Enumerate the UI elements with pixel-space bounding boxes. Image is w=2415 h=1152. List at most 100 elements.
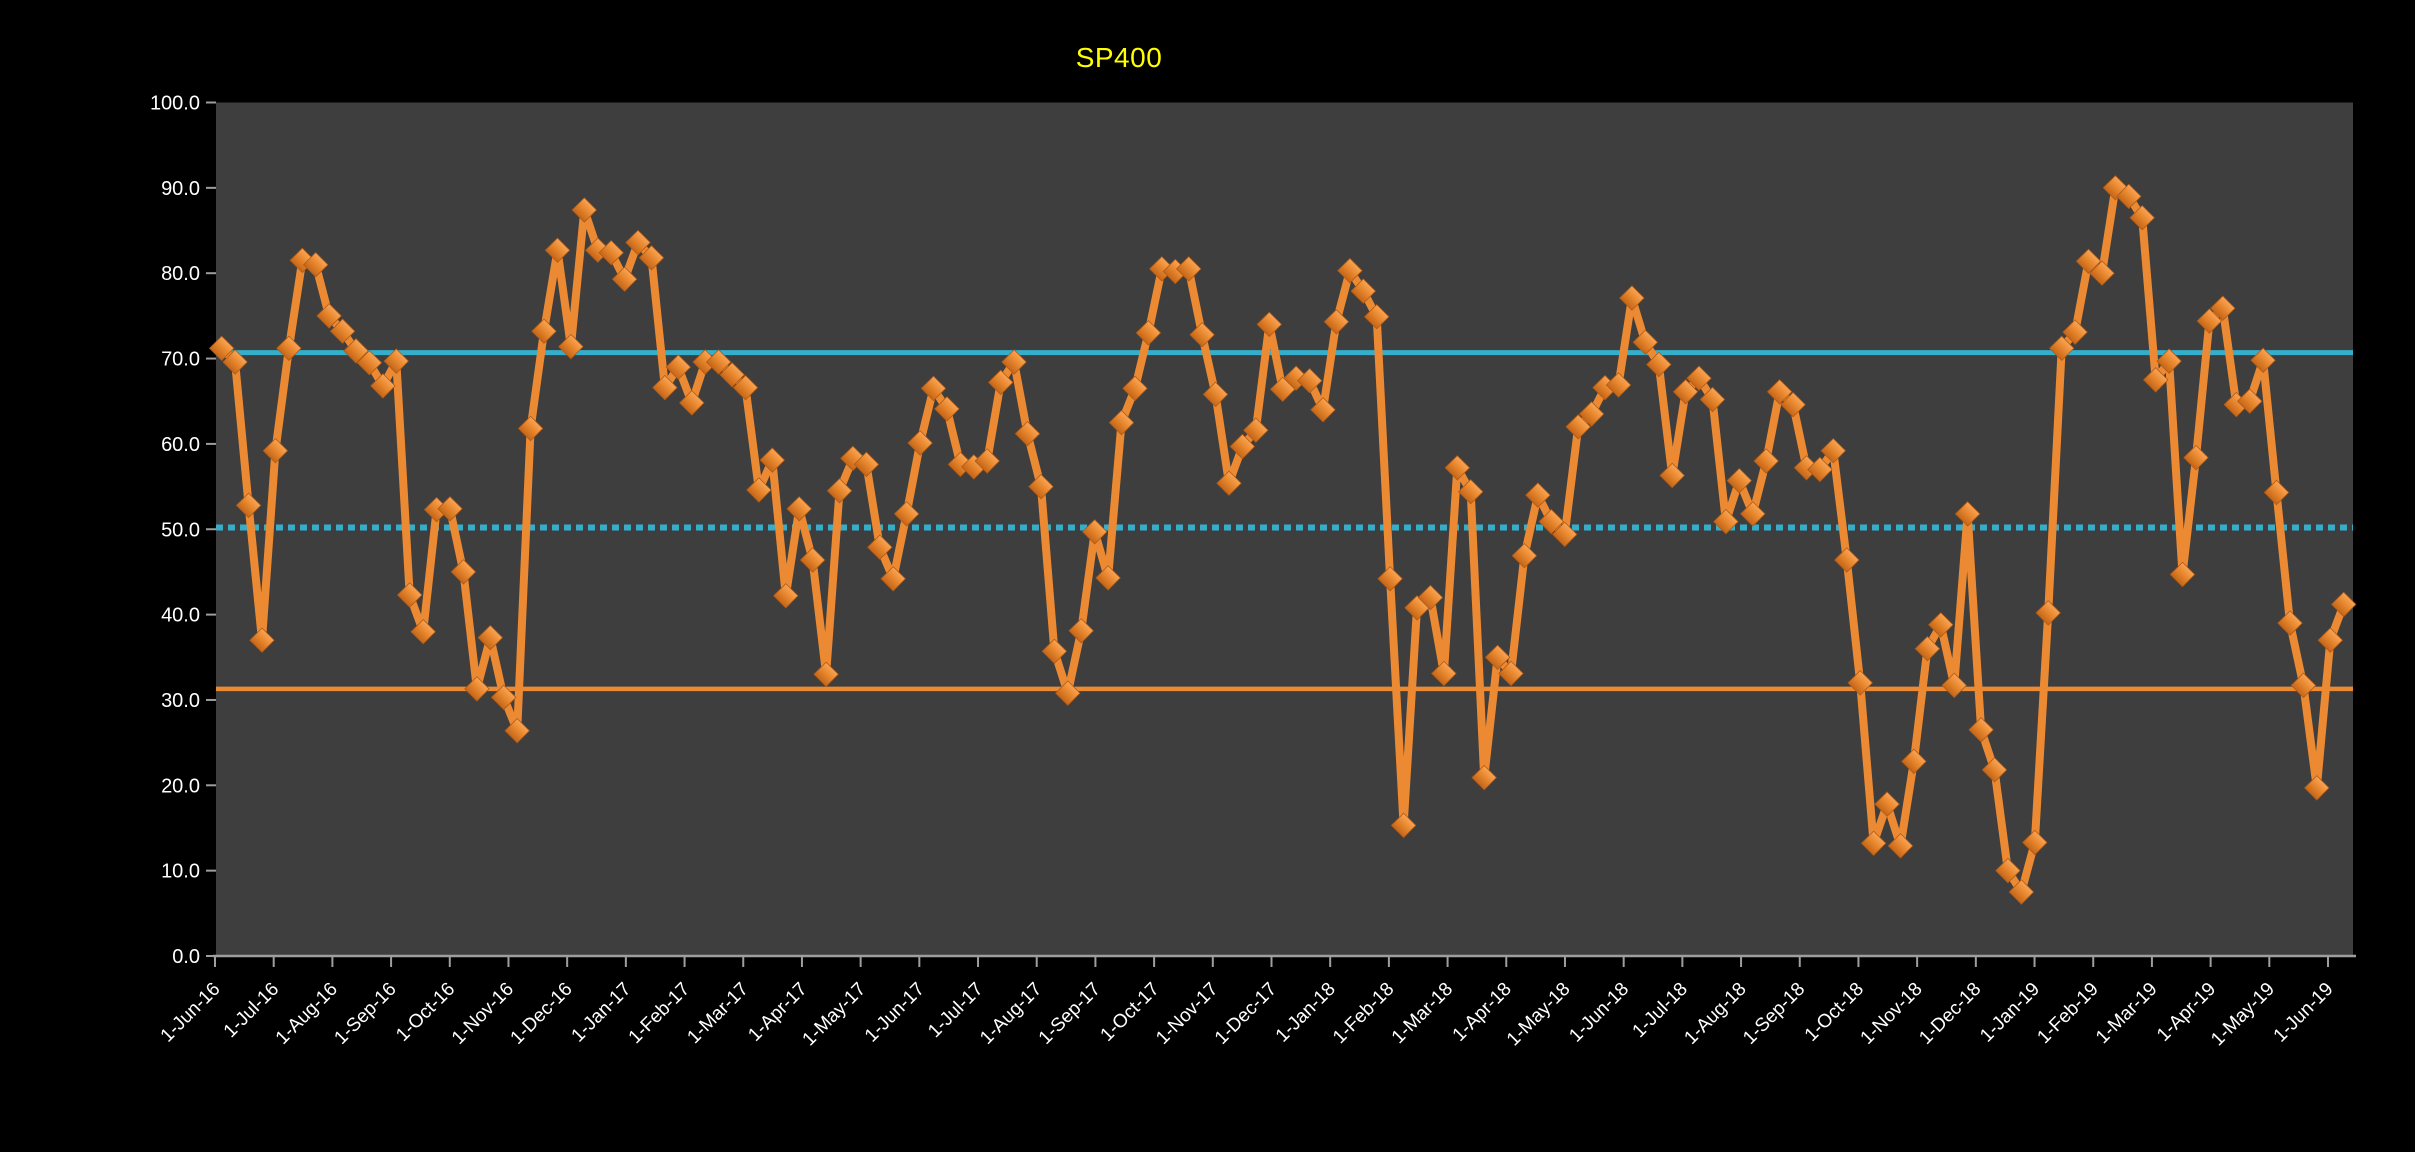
data-point-marker xyxy=(1108,409,1135,436)
data-point-marker xyxy=(813,661,839,688)
data-point-marker xyxy=(1525,482,1551,508)
data-point-marker xyxy=(773,583,799,609)
data-point-marker xyxy=(249,627,275,653)
data-point-marker xyxy=(1457,478,1484,505)
data-point-marker xyxy=(2022,829,2048,856)
data-point-marker xyxy=(1995,857,2021,884)
data-point-marker xyxy=(1296,367,1323,394)
data-point-marker xyxy=(1928,612,1954,638)
data-point-marker xyxy=(2062,319,2088,345)
data-point-marker xyxy=(1551,521,1578,548)
y-axis-tick-label: 80.0 xyxy=(161,263,200,285)
y-axis-tick-label: 0.0 xyxy=(172,946,200,968)
data-point-marker xyxy=(1672,379,1699,405)
data-point-marker xyxy=(2304,775,2330,801)
data-point-marker xyxy=(2263,479,2290,506)
data-point-marker xyxy=(1968,717,1994,743)
data-point-marker xyxy=(652,374,678,401)
data-point-marker xyxy=(544,237,571,263)
data-point-marker xyxy=(1417,584,1444,611)
data-point-marker xyxy=(625,229,651,256)
data-point-marker xyxy=(1216,470,1242,496)
y-axis-tick-label: 40.0 xyxy=(161,605,200,627)
data-point-marker xyxy=(1780,391,1806,418)
data-point-marker xyxy=(1954,501,1981,527)
data-point-marker xyxy=(746,477,772,503)
data-point-marker xyxy=(2183,444,2209,471)
data-point-marker xyxy=(1511,542,1538,569)
data-point-marker xyxy=(786,496,812,522)
data-point-marker xyxy=(1686,365,1712,391)
data-point-marker xyxy=(1444,455,1471,481)
data-point-marker xyxy=(1914,635,1941,662)
data-point-marker xyxy=(1565,414,1591,440)
data-point-marker xyxy=(920,375,947,402)
data-point-marker xyxy=(2250,347,2276,374)
data-point-marker xyxy=(611,266,638,292)
data-point-marker xyxy=(1175,256,1202,282)
data-point-marker xyxy=(1189,321,1215,348)
data-point-marker xyxy=(893,501,920,527)
data-point-marker xyxy=(208,335,235,362)
data-point-marker xyxy=(517,415,544,442)
data-point-marker xyxy=(1122,375,1148,402)
data-point-marker xyxy=(1874,791,1900,817)
data-point-marker xyxy=(1337,257,1363,284)
data-point-marker xyxy=(410,618,436,645)
data-point-marker xyxy=(1847,670,1873,696)
data-point-marker xyxy=(638,245,665,271)
y-axis-tick-label: 30.0 xyxy=(161,690,200,712)
data-point-marker xyxy=(1740,501,1766,527)
data-point-marker xyxy=(558,333,584,360)
data-point-marker xyxy=(504,717,530,744)
data-point-marker xyxy=(1350,278,1377,304)
data-point-marker xyxy=(1471,764,1497,791)
data-point-marker xyxy=(370,373,396,399)
data-point-marker xyxy=(1820,437,1847,464)
data-point-marker xyxy=(719,362,745,388)
data-point-marker xyxy=(1834,547,1860,573)
data-point-marker xyxy=(437,496,463,522)
data-point-marker xyxy=(1632,329,1659,356)
data-point-marker xyxy=(692,349,718,375)
data-point-marker xyxy=(1619,285,1645,311)
data-point-marker xyxy=(531,318,557,344)
data-point-marker xyxy=(383,348,410,374)
data-point-marker xyxy=(1363,303,1390,330)
data-point-marker xyxy=(235,492,262,519)
data-point-marker xyxy=(396,582,423,608)
data-point-marker xyxy=(2277,610,2303,636)
data-point-marker xyxy=(1981,757,2008,783)
data-point-marker xyxy=(450,559,477,585)
data-point-marker xyxy=(1538,508,1565,535)
data-point-marker xyxy=(2075,248,2102,275)
data-point-marker xyxy=(598,239,624,266)
data-point-marker xyxy=(1860,830,1887,857)
data-point-marker xyxy=(880,566,906,592)
data-point-marker xyxy=(1659,462,1685,489)
data-point-marker xyxy=(276,335,302,362)
data-point-marker xyxy=(1323,309,1350,335)
data-point-marker xyxy=(759,447,786,473)
data-point-marker xyxy=(1095,565,1121,591)
data-point-marker xyxy=(2116,183,2142,210)
data-point-marker xyxy=(262,437,289,464)
data-point-marker xyxy=(1229,433,1256,460)
data-point-marker xyxy=(1887,833,1914,859)
data-point-marker xyxy=(1498,660,1524,687)
data-point-marker xyxy=(477,624,504,651)
data-point-marker xyxy=(2129,204,2155,231)
data-point-marker xyxy=(316,303,342,329)
data-point-marker xyxy=(302,251,329,278)
data-point-marker xyxy=(2290,672,2317,699)
data-point-marker xyxy=(2035,600,2061,626)
data-point-marker xyxy=(907,430,933,456)
data-point-marker xyxy=(1753,448,1779,474)
data-point-marker xyxy=(1055,680,1081,706)
data-point-marker xyxy=(1766,379,1793,405)
data-point-marker xyxy=(1941,672,1967,699)
data-point-marker xyxy=(356,350,383,376)
